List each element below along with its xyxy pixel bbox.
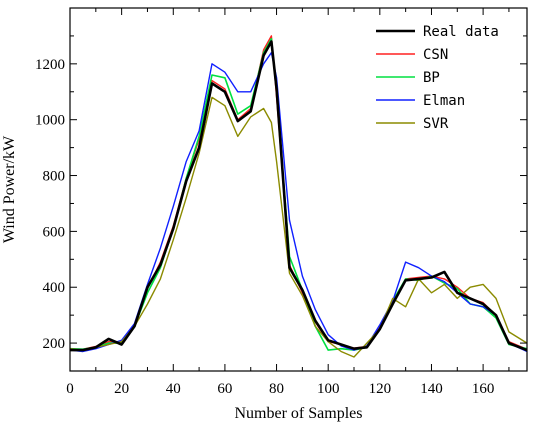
x-tick-label: 0	[66, 381, 74, 397]
x-axis-label: Number of Samples	[235, 405, 363, 422]
x-tick-label: 20	[114, 381, 129, 397]
series-line-real-data	[70, 40, 527, 352]
series-line-elman	[70, 52, 527, 353]
x-tick-label: 80	[269, 381, 284, 397]
legend-label: Elman	[423, 93, 465, 109]
legend-label: CSN	[423, 47, 448, 63]
y-tick-label: 800	[43, 169, 66, 185]
y-tick-label: 600	[43, 224, 66, 240]
x-tick-label: 60	[217, 381, 232, 397]
y-tick-label: 400	[43, 280, 66, 296]
plot-frame	[69, 7, 528, 372]
x-tick-label: 140	[420, 381, 443, 397]
y-tick-label: 1200	[35, 57, 65, 73]
legend-label: BP	[423, 70, 440, 86]
x-tick-label: 100	[317, 381, 340, 397]
x-tick-label: 40	[166, 381, 181, 397]
series-layer	[70, 35, 527, 358]
series-line-svr	[70, 96, 527, 358]
legend-label: Real data	[423, 24, 499, 40]
x-tick-label: 160	[472, 381, 495, 397]
legend-label: SVR	[423, 116, 449, 132]
x-tick-label: 120	[369, 381, 392, 397]
legend: Real data CSN BP Elman SVR	[376, 24, 499, 132]
y-tick-label: 200	[43, 336, 66, 352]
y-axis-label: Wind Power/kW	[1, 135, 18, 243]
series-line-csn	[70, 35, 527, 350]
y-tick-label: 1000	[35, 113, 65, 129]
ticks-layer: 0 20 40 60 80 100 120 140 160 200 400 600 800 1000 120…	[35, 8, 527, 397]
series-line-bp	[70, 37, 527, 351]
